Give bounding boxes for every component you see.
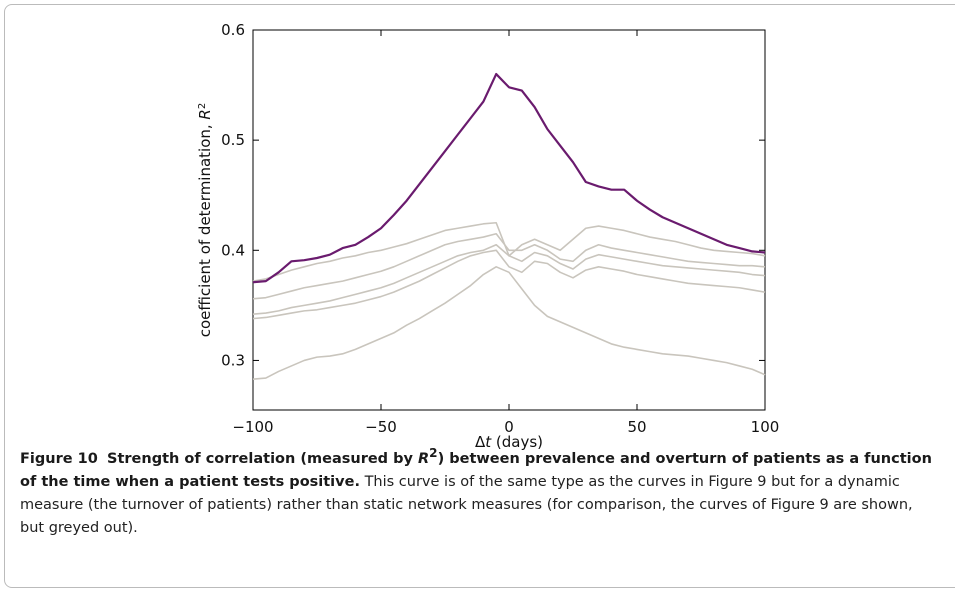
caption-label: Figure 10 [20, 450, 98, 467]
figure-frame [4, 4, 955, 588]
x-tick-label: 50 [627, 418, 646, 436]
x-tick-label: 0 [504, 418, 514, 436]
y-tick-label: 0.5 [221, 131, 245, 149]
chart: Δt (days) coefficient of determination, … [196, 21, 780, 451]
data-line [252, 249, 766, 320]
x-tick-label: −100 [232, 418, 273, 436]
x-tick-label: −50 [365, 418, 397, 436]
y-tick-label: 0.6 [221, 21, 245, 39]
caption: Figure 10 Strength of correlation (measu… [20, 442, 940, 540]
caption-text: This curve is of the same type as the cu… [20, 473, 913, 536]
data-line [252, 232, 766, 300]
y-tick-label: 0.4 [221, 241, 245, 259]
data-line [252, 243, 766, 315]
y-tick-label: 0.3 [221, 351, 245, 369]
data-line [252, 266, 766, 380]
x-axis-label: Δt (days) [475, 433, 543, 451]
x-tick-label: 100 [751, 418, 780, 436]
data-line [252, 72, 766, 284]
y-axis-label: coefficient of determination, R2 [196, 103, 214, 338]
caption-title: Strength of correlation (measured by R2)… [20, 446, 932, 490]
